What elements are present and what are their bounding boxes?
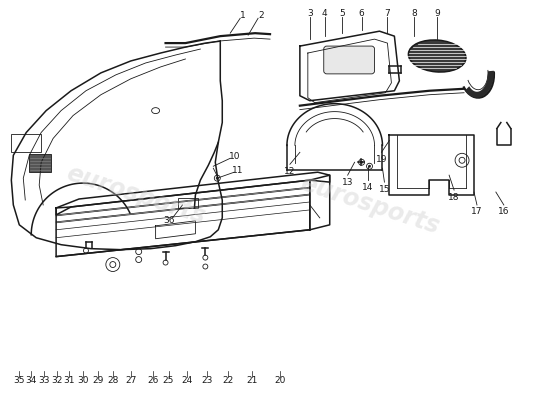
Text: 34: 34 — [25, 376, 37, 385]
Text: 31: 31 — [63, 376, 75, 385]
Circle shape — [214, 175, 221, 181]
Circle shape — [163, 260, 168, 265]
Text: 25: 25 — [163, 376, 174, 385]
Text: 30: 30 — [77, 376, 89, 385]
Circle shape — [455, 153, 469, 167]
Circle shape — [203, 255, 208, 260]
Circle shape — [368, 165, 371, 168]
Text: 21: 21 — [246, 376, 258, 385]
FancyBboxPatch shape — [324, 46, 375, 74]
Text: 26: 26 — [147, 376, 158, 385]
Text: eurosports: eurosports — [63, 161, 208, 229]
Text: 4: 4 — [322, 9, 328, 18]
Text: 16: 16 — [498, 208, 510, 216]
Polygon shape — [465, 71, 494, 98]
Circle shape — [136, 249, 142, 255]
Text: 5: 5 — [339, 9, 344, 18]
Text: 1: 1 — [240, 11, 246, 20]
Circle shape — [360, 161, 363, 164]
Text: 22: 22 — [223, 376, 234, 385]
Text: 9: 9 — [434, 9, 440, 18]
Text: 29: 29 — [92, 376, 103, 385]
Text: 3: 3 — [307, 9, 313, 18]
Text: 17: 17 — [471, 208, 483, 216]
Text: 15: 15 — [379, 184, 390, 194]
Circle shape — [359, 159, 365, 165]
Text: 36: 36 — [163, 216, 174, 225]
Text: 33: 33 — [39, 376, 50, 385]
Ellipse shape — [152, 108, 160, 114]
Text: 14: 14 — [362, 182, 373, 192]
Text: 24: 24 — [182, 376, 193, 385]
Circle shape — [203, 264, 208, 269]
Text: 23: 23 — [202, 376, 213, 385]
Circle shape — [366, 163, 372, 169]
Circle shape — [136, 257, 142, 262]
Text: 19: 19 — [376, 155, 387, 164]
Circle shape — [106, 258, 120, 272]
Text: 13: 13 — [342, 178, 354, 187]
Bar — [179, 198, 199, 208]
Text: 2: 2 — [258, 11, 264, 20]
Text: 35: 35 — [14, 376, 25, 385]
Circle shape — [84, 248, 89, 253]
Text: 10: 10 — [228, 152, 240, 161]
Text: 11: 11 — [233, 166, 244, 175]
Text: 7: 7 — [384, 9, 390, 18]
Circle shape — [459, 157, 465, 163]
FancyBboxPatch shape — [29, 154, 51, 172]
Text: 28: 28 — [107, 376, 118, 385]
Ellipse shape — [409, 40, 466, 72]
Circle shape — [216, 177, 218, 179]
Text: 6: 6 — [359, 9, 365, 18]
Text: 18: 18 — [448, 192, 460, 202]
Text: 32: 32 — [51, 376, 63, 385]
Text: 8: 8 — [411, 9, 417, 18]
Circle shape — [110, 262, 116, 268]
Text: 27: 27 — [125, 376, 136, 385]
FancyBboxPatch shape — [12, 134, 41, 152]
Text: eurosports: eurosports — [297, 171, 442, 239]
Text: 12: 12 — [284, 167, 295, 176]
Text: 20: 20 — [274, 376, 285, 385]
